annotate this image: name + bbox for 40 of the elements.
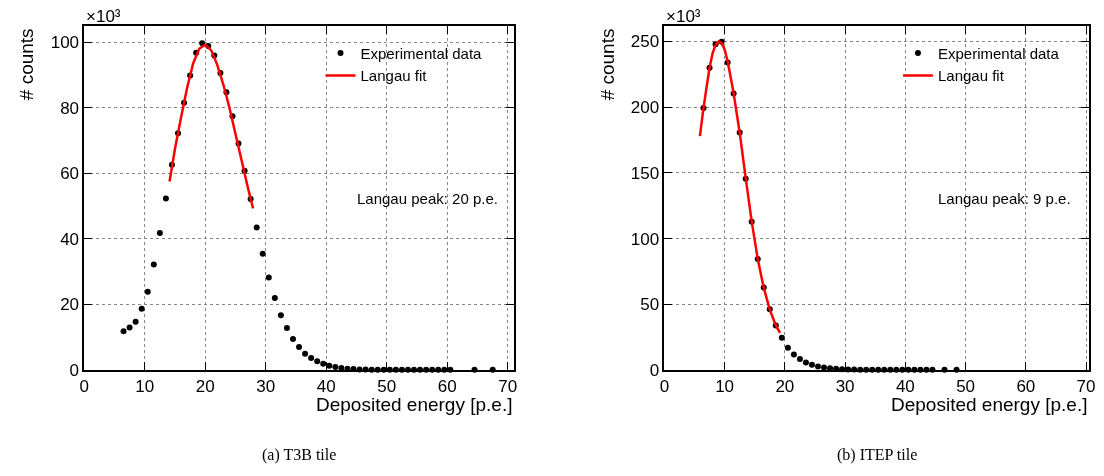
x-tick-label: 10 (135, 377, 155, 397)
y-axis-title: # counts (596, 28, 618, 101)
text: (b) ITEP tile (837, 446, 918, 464)
x-tick-label: 50 (377, 377, 397, 397)
x-tick-label: 60 (1016, 377, 1036, 397)
x-tick-label: 30 (835, 377, 855, 397)
legend-label: Experimental data (360, 44, 483, 62)
y-tick-label: 60 (60, 164, 80, 184)
annotation: Langau peak: 20 p.e. (357, 190, 498, 207)
y-tick-label: 80 (60, 98, 80, 118)
y-tick-label: 0 (69, 361, 80, 381)
y-tick-label: 0 (649, 361, 660, 381)
x-tick-label: 10 (715, 377, 735, 397)
x-tick-label: 30 (256, 377, 276, 397)
x-tick-label: 70 (1076, 377, 1096, 397)
x-tick-label: 40 (895, 377, 915, 397)
text: (a) T3B tile (262, 446, 337, 464)
x-tick-label: 50 (956, 377, 976, 397)
annotation: Langau peak: 9 p.e. (938, 190, 1071, 207)
y-tick-label: 200 (630, 98, 660, 118)
text: ×10³ (666, 7, 701, 26)
text: ×10³ (86, 7, 121, 26)
x-axis-title: Deposited energy [p.e.] (891, 394, 1088, 415)
y-tick-label: 20 (60, 295, 80, 315)
legend-label: Langau fit (937, 67, 1005, 85)
x-tick-label: 60 (437, 377, 457, 397)
x-tick-label: 20 (775, 377, 795, 397)
y-tick-label: 100 (630, 229, 660, 249)
y-tick-label: 250 (630, 32, 660, 52)
x-tick-label: 20 (195, 377, 215, 397)
x-tick-label: 70 (498, 377, 518, 397)
y-axis-title: # counts (16, 28, 38, 101)
y-tick-label: 150 (630, 163, 660, 183)
x-tick-label: 40 (316, 377, 336, 397)
y-tick-label: 100 (50, 33, 80, 53)
y-tick-label: 50 (640, 295, 660, 315)
legend-label: Langau fit (360, 67, 428, 85)
legend-label: Experimental data (937, 44, 1060, 62)
y-tick-label: 40 (60, 229, 80, 249)
x-axis-title: Deposited energy [p.e.] (316, 394, 513, 415)
